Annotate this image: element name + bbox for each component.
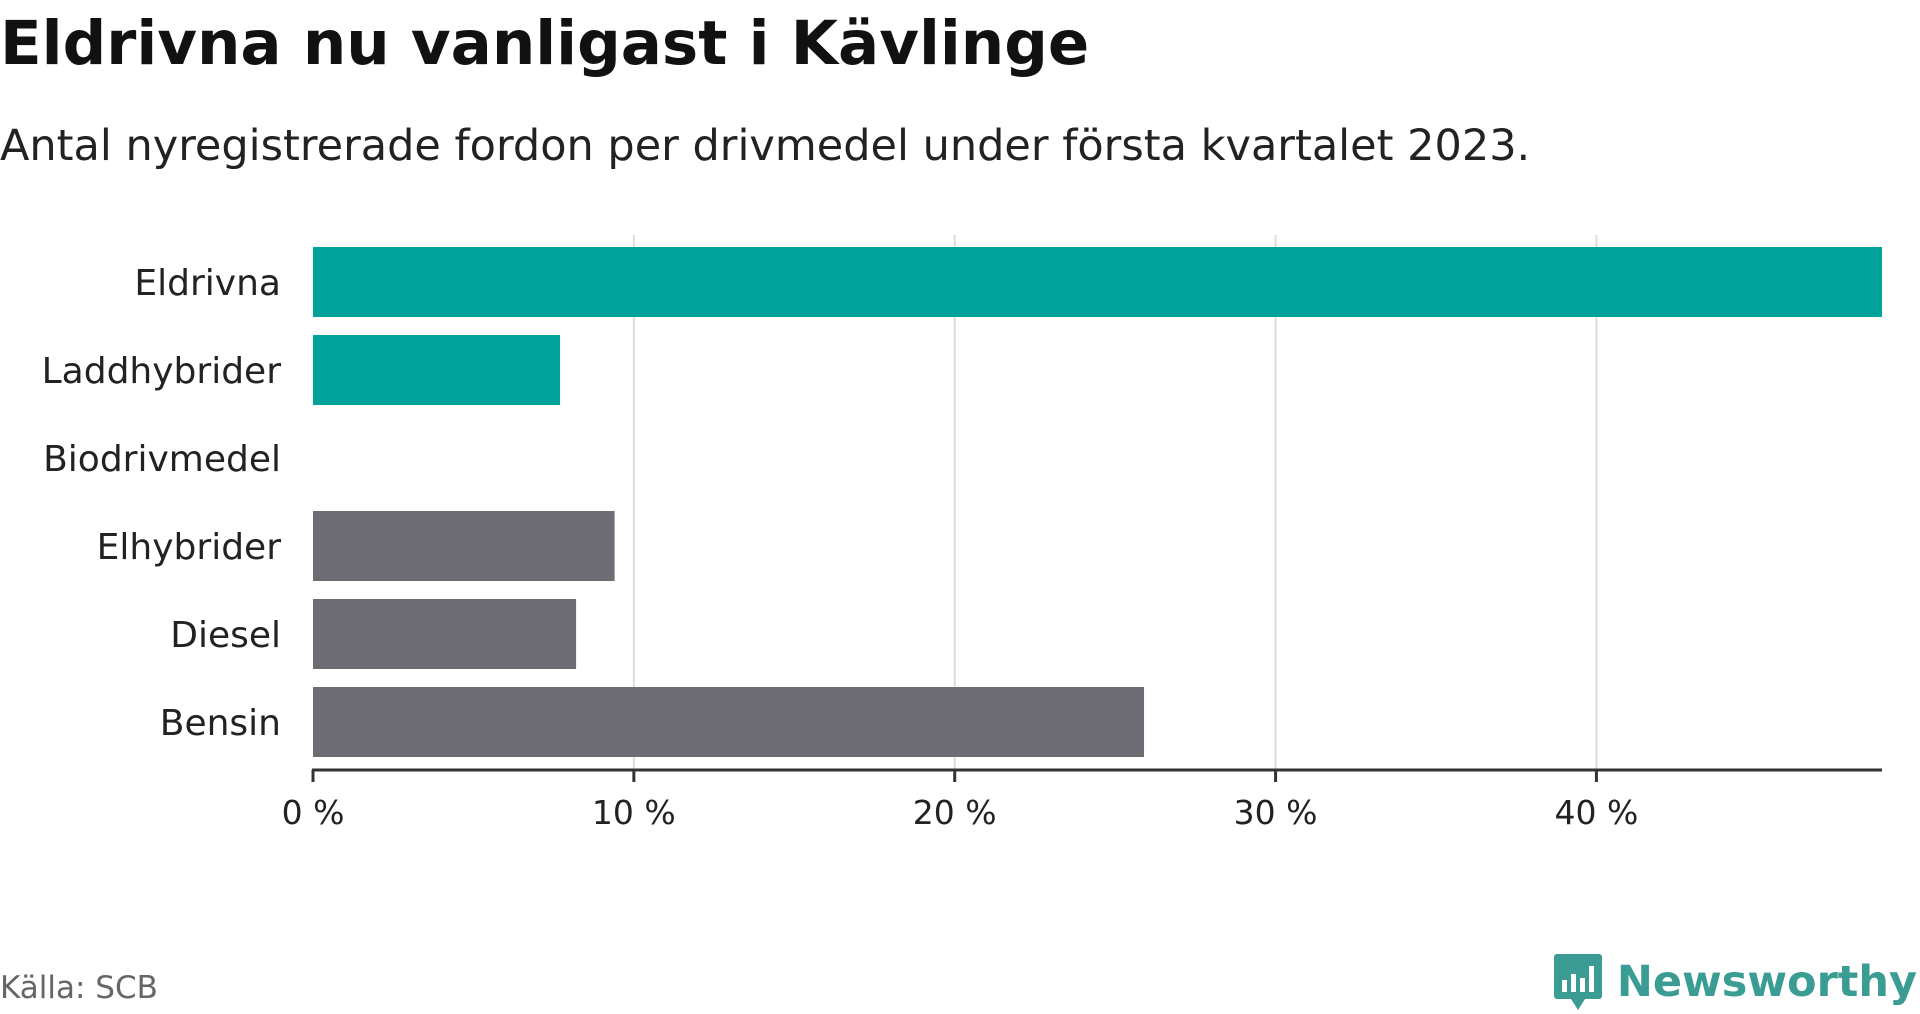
category-label: Diesel — [170, 615, 281, 656]
category-label: Elhybrider — [97, 527, 282, 568]
brand-logo: Newsworthy — [1553, 950, 1917, 1014]
bar-elhybrider — [313, 511, 615, 581]
bar-eldrivna — [313, 247, 1882, 317]
category-label: Biodrivmedel — [43, 439, 281, 480]
x-axis: 0 % 10 % 20 % 30 % 40 % — [282, 768, 1882, 832]
brand-name: Newsworthy — [1616, 957, 1917, 1007]
chart-subtitle: Antal nyregistrerade fordon per drivmede… — [0, 121, 1531, 171]
category-label: Laddhybrider — [42, 351, 282, 392]
category-label: Bensin — [160, 703, 281, 744]
bar-chart: 0 % 10 % 20 % 30 % 40 % Eldrivna Laddhybrider… — [42, 235, 1882, 832]
category-labels: Eldrivna Laddhybrider Biodrivmedel Elhybrid… — [42, 263, 282, 744]
x-tick-label: 20 % — [913, 793, 997, 832]
bar-diesel — [313, 599, 577, 669]
category-label: Eldrivna — [134, 263, 281, 304]
source-note: Källa: SCB — [0, 970, 158, 1006]
grid-lines — [632, 235, 1598, 770]
x-tick-label: 40 % — [1555, 793, 1639, 832]
bars — [313, 247, 1882, 757]
x-tick-label: 10 % — [592, 793, 676, 832]
newsworthy-logo-icon — [1553, 954, 1602, 1010]
bar-laddhybrider — [313, 335, 561, 405]
bar-bensin — [313, 687, 1145, 757]
x-tick-label: 0 % — [282, 793, 345, 832]
chart-title: Eldrivna nu vanligast i Kävlinge — [0, 8, 1090, 79]
x-tick-label: 30 % — [1234, 793, 1318, 832]
